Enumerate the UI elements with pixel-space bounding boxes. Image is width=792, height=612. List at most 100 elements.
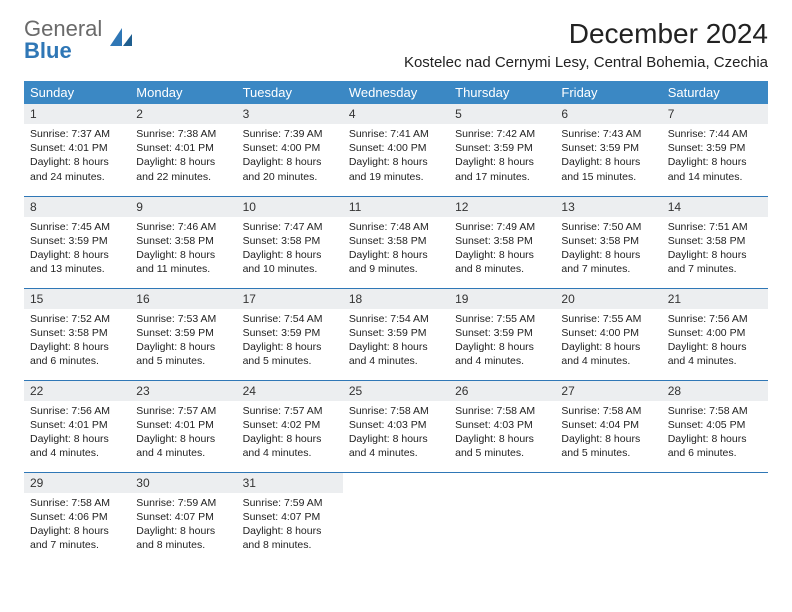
- sunset-line: Sunset: 4:03 PM: [455, 418, 549, 432]
- sunrise-line: Sunrise: 7:58 AM: [349, 404, 443, 418]
- day-details: Sunrise: 7:57 AMSunset: 4:02 PMDaylight:…: [237, 401, 343, 467]
- calendar-day-cell: 12Sunrise: 7:49 AMSunset: 3:58 PMDayligh…: [449, 196, 555, 288]
- sunset-line: Sunset: 4:01 PM: [136, 141, 230, 155]
- calendar-day-cell: ..: [449, 472, 555, 564]
- sunset-line: Sunset: 3:59 PM: [136, 326, 230, 340]
- sunrise-line: Sunrise: 7:42 AM: [455, 127, 549, 141]
- weekday-header: Monday: [130, 81, 236, 104]
- day-number: 19: [449, 289, 555, 309]
- calendar-day-cell: ..: [662, 472, 768, 564]
- day-details: Sunrise: 7:41 AMSunset: 4:00 PMDaylight:…: [343, 124, 449, 190]
- day-number: 31: [237, 473, 343, 493]
- calendar-day-cell: 20Sunrise: 7:55 AMSunset: 4:00 PMDayligh…: [555, 288, 661, 380]
- day-number: 7: [662, 104, 768, 124]
- day-details: Sunrise: 7:58 AMSunset: 4:04 PMDaylight:…: [555, 401, 661, 467]
- sunrise-line: Sunrise: 7:56 AM: [668, 312, 762, 326]
- sunrise-line: Sunrise: 7:57 AM: [136, 404, 230, 418]
- day-details: Sunrise: 7:37 AMSunset: 4:01 PMDaylight:…: [24, 124, 130, 190]
- calendar-day-cell: 14Sunrise: 7:51 AMSunset: 3:58 PMDayligh…: [662, 196, 768, 288]
- sunrise-line: Sunrise: 7:58 AM: [455, 404, 549, 418]
- calendar-day-cell: 4Sunrise: 7:41 AMSunset: 4:00 PMDaylight…: [343, 104, 449, 196]
- day-details: Sunrise: 7:57 AMSunset: 4:01 PMDaylight:…: [130, 401, 236, 467]
- day-number: 21: [662, 289, 768, 309]
- sunrise-line: Sunrise: 7:56 AM: [30, 404, 124, 418]
- calendar-day-cell: ..: [555, 472, 661, 564]
- sunrise-line: Sunrise: 7:58 AM: [30, 496, 124, 510]
- day-number: 5: [449, 104, 555, 124]
- daylight-line: Daylight: 8 hours and 20 minutes.: [243, 155, 337, 183]
- daylight-line: Daylight: 8 hours and 4 minutes.: [561, 340, 655, 368]
- day-details: Sunrise: 7:42 AMSunset: 3:59 PMDaylight:…: [449, 124, 555, 190]
- weekday-header: Sunday: [24, 81, 130, 104]
- sunset-line: Sunset: 4:00 PM: [668, 326, 762, 340]
- daylight-line: Daylight: 8 hours and 6 minutes.: [30, 340, 124, 368]
- day-number: 9: [130, 197, 236, 217]
- daylight-line: Daylight: 8 hours and 14 minutes.: [668, 155, 762, 183]
- calendar-day-cell: 17Sunrise: 7:54 AMSunset: 3:59 PMDayligh…: [237, 288, 343, 380]
- calendar-day-cell: 16Sunrise: 7:53 AMSunset: 3:59 PMDayligh…: [130, 288, 236, 380]
- daylight-line: Daylight: 8 hours and 4 minutes.: [349, 340, 443, 368]
- calendar-day-cell: ..: [343, 472, 449, 564]
- day-number: 18: [343, 289, 449, 309]
- day-number: 27: [555, 381, 661, 401]
- daylight-line: Daylight: 8 hours and 5 minutes.: [455, 432, 549, 460]
- day-details: Sunrise: 7:47 AMSunset: 3:58 PMDaylight:…: [237, 217, 343, 283]
- daylight-line: Daylight: 8 hours and 17 minutes.: [455, 155, 549, 183]
- calendar-day-cell: 5Sunrise: 7:42 AMSunset: 3:59 PMDaylight…: [449, 104, 555, 196]
- sunset-line: Sunset: 4:07 PM: [243, 510, 337, 524]
- calendar-day-cell: 13Sunrise: 7:50 AMSunset: 3:58 PMDayligh…: [555, 196, 661, 288]
- day-details: Sunrise: 7:58 AMSunset: 4:06 PMDaylight:…: [24, 493, 130, 559]
- day-details: Sunrise: 7:43 AMSunset: 3:59 PMDaylight:…: [555, 124, 661, 190]
- day-number: 30: [130, 473, 236, 493]
- sunset-line: Sunset: 3:58 PM: [243, 234, 337, 248]
- day-details: Sunrise: 7:48 AMSunset: 3:58 PMDaylight:…: [343, 217, 449, 283]
- sunrise-line: Sunrise: 7:50 AM: [561, 220, 655, 234]
- calendar-table: SundayMondayTuesdayWednesdayThursdayFrid…: [24, 81, 768, 564]
- calendar-day-cell: 10Sunrise: 7:47 AMSunset: 3:58 PMDayligh…: [237, 196, 343, 288]
- daylight-line: Daylight: 8 hours and 13 minutes.: [30, 248, 124, 276]
- calendar-day-cell: 19Sunrise: 7:55 AMSunset: 3:59 PMDayligh…: [449, 288, 555, 380]
- sunset-line: Sunset: 3:59 PM: [349, 326, 443, 340]
- daylight-line: Daylight: 8 hours and 8 minutes.: [136, 524, 230, 552]
- day-number: 17: [237, 289, 343, 309]
- sail-icon: [106, 24, 134, 57]
- daylight-line: Daylight: 8 hours and 4 minutes.: [30, 432, 124, 460]
- calendar-week-row: 29Sunrise: 7:58 AMSunset: 4:06 PMDayligh…: [24, 472, 768, 564]
- calendar-day-cell: 11Sunrise: 7:48 AMSunset: 3:58 PMDayligh…: [343, 196, 449, 288]
- day-number: 23: [130, 381, 236, 401]
- sunset-line: Sunset: 4:02 PM: [243, 418, 337, 432]
- weekday-header: Friday: [555, 81, 661, 104]
- day-details: Sunrise: 7:39 AMSunset: 4:00 PMDaylight:…: [237, 124, 343, 190]
- calendar-day-cell: 18Sunrise: 7:54 AMSunset: 3:59 PMDayligh…: [343, 288, 449, 380]
- daylight-line: Daylight: 8 hours and 4 minutes.: [243, 432, 337, 460]
- calendar-day-cell: 31Sunrise: 7:59 AMSunset: 4:07 PMDayligh…: [237, 472, 343, 564]
- sunset-line: Sunset: 3:59 PM: [455, 141, 549, 155]
- day-details: Sunrise: 7:55 AMSunset: 3:59 PMDaylight:…: [449, 309, 555, 375]
- sunrise-line: Sunrise: 7:54 AM: [243, 312, 337, 326]
- sunset-line: Sunset: 4:07 PM: [136, 510, 230, 524]
- calendar-day-cell: 30Sunrise: 7:59 AMSunset: 4:07 PMDayligh…: [130, 472, 236, 564]
- daylight-line: Daylight: 8 hours and 4 minutes.: [455, 340, 549, 368]
- sunrise-line: Sunrise: 7:43 AM: [561, 127, 655, 141]
- sunrise-line: Sunrise: 7:38 AM: [136, 127, 230, 141]
- sunset-line: Sunset: 3:58 PM: [30, 326, 124, 340]
- sunrise-line: Sunrise: 7:53 AM: [136, 312, 230, 326]
- daylight-line: Daylight: 8 hours and 11 minutes.: [136, 248, 230, 276]
- location-subtitle: Kostelec nad Cernymi Lesy, Central Bohem…: [404, 54, 768, 71]
- sunset-line: Sunset: 3:58 PM: [455, 234, 549, 248]
- weekday-header: Tuesday: [237, 81, 343, 104]
- sunset-line: Sunset: 3:59 PM: [455, 326, 549, 340]
- calendar-day-cell: 3Sunrise: 7:39 AMSunset: 4:00 PMDaylight…: [237, 104, 343, 196]
- day-details: Sunrise: 7:50 AMSunset: 3:58 PMDaylight:…: [555, 217, 661, 283]
- sunset-line: Sunset: 4:06 PM: [30, 510, 124, 524]
- sunset-line: Sunset: 4:01 PM: [30, 418, 124, 432]
- sunset-line: Sunset: 3:58 PM: [561, 234, 655, 248]
- day-details: Sunrise: 7:53 AMSunset: 3:59 PMDaylight:…: [130, 309, 236, 375]
- calendar-week-row: 15Sunrise: 7:52 AMSunset: 3:58 PMDayligh…: [24, 288, 768, 380]
- sunrise-line: Sunrise: 7:55 AM: [455, 312, 549, 326]
- day-number: 2: [130, 104, 236, 124]
- day-number: 11: [343, 197, 449, 217]
- daylight-line: Daylight: 8 hours and 10 minutes.: [243, 248, 337, 276]
- sunset-line: Sunset: 4:04 PM: [561, 418, 655, 432]
- month-title: December 2024: [404, 18, 768, 50]
